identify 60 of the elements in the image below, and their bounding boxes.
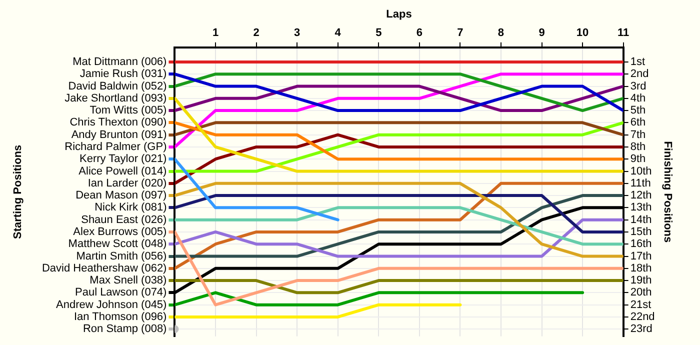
y-tick-label: 5th: [630, 104, 646, 117]
x-tick-label: 4: [334, 26, 342, 39]
legend-label: Chris Thexton (090): [70, 116, 167, 129]
y-tick-label: 19th: [630, 274, 652, 287]
legend-label: Paul Lawson (074): [74, 286, 167, 299]
y-tick-label: 8th: [630, 141, 646, 154]
legend-label: Jamie Rush (031): [80, 68, 167, 80]
y-tick-label: 3rd: [630, 80, 646, 92]
x-tick-label: 9: [538, 26, 545, 39]
y-tick-label: 23rd: [630, 323, 652, 336]
legend-label: Martin Smith (056): [76, 250, 167, 262]
y-tick-label: 10th: [630, 165, 652, 178]
x-tick-label: 1: [212, 26, 219, 39]
legend-label: David Baldwin (052): [68, 80, 167, 92]
legend-label: Max Snell (038): [90, 274, 167, 287]
legend-label: Matthew Scott (048): [68, 238, 167, 250]
x-tick-label: 5: [376, 26, 382, 39]
legend-label: Mat Dittmann (006): [72, 56, 167, 68]
y-tick-label: 12th: [630, 190, 652, 202]
x-tick-label: 6: [416, 26, 422, 39]
legend-label: Alex Burrows (005): [73, 226, 167, 238]
y-tick-label: 4th: [630, 92, 646, 104]
y-tick-label: 2nd: [630, 68, 649, 80]
y-tick-label: 20th: [630, 286, 652, 299]
text: Starting Positions: [12, 144, 24, 239]
legend-label: Ian Thomson (096): [74, 311, 167, 324]
y-tick-label: 6th: [630, 116, 646, 129]
legend-label: Andrew Johnson (045): [56, 298, 167, 311]
x-tick-label: 11: [618, 26, 630, 39]
y-tick-label: 9th: [630, 153, 646, 166]
legend-label: Ron Stamp (008): [82, 323, 167, 336]
legend-label: Jake Shortland (093): [64, 92, 167, 104]
y-tick-label: 17th: [630, 250, 652, 262]
y-tick-label: 15th: [630, 226, 652, 238]
y-tick-label: 14th: [630, 214, 652, 226]
x-tick-label: 10: [576, 26, 589, 39]
y-tick-label: 22nd: [630, 311, 655, 324]
y-tick-label: 1st: [630, 56, 646, 68]
legend-label: Dean Mason (097): [76, 190, 167, 202]
legend-label: Alice Powell (014): [78, 165, 167, 178]
x-tick-label: 3: [294, 26, 300, 39]
y-tick-label: 16th: [630, 238, 652, 250]
y-tick-label: 11th: [630, 177, 651, 190]
x-tick-label: 7: [457, 26, 464, 39]
legend-label: Kerry Taylor (021): [80, 153, 167, 166]
legend-label: David Heathershaw (062): [42, 262, 167, 274]
x-axis-title: Laps: [386, 8, 412, 21]
y-tick-label: 21st: [630, 298, 652, 311]
legend-label: Tom Witts (005): [90, 104, 167, 117]
y-tick-label: 18th: [630, 262, 652, 274]
x-tick-label: 2: [253, 26, 260, 39]
y-tick-label: 13th: [630, 202, 652, 214]
y-tick-label: 7th: [630, 128, 646, 141]
legend-label: Shaun East (026): [81, 214, 167, 226]
legend-label: Nick Kirk (081): [94, 202, 167, 214]
legend-label: Richard Palmer (GP): [64, 141, 167, 154]
x-tick-label: 8: [498, 26, 504, 39]
legend-label: Andy Brunton (091): [71, 128, 167, 141]
y-axis-title: Finishing Positions: [661, 141, 674, 243]
legend-label: Ian Larder (020): [88, 177, 167, 190]
